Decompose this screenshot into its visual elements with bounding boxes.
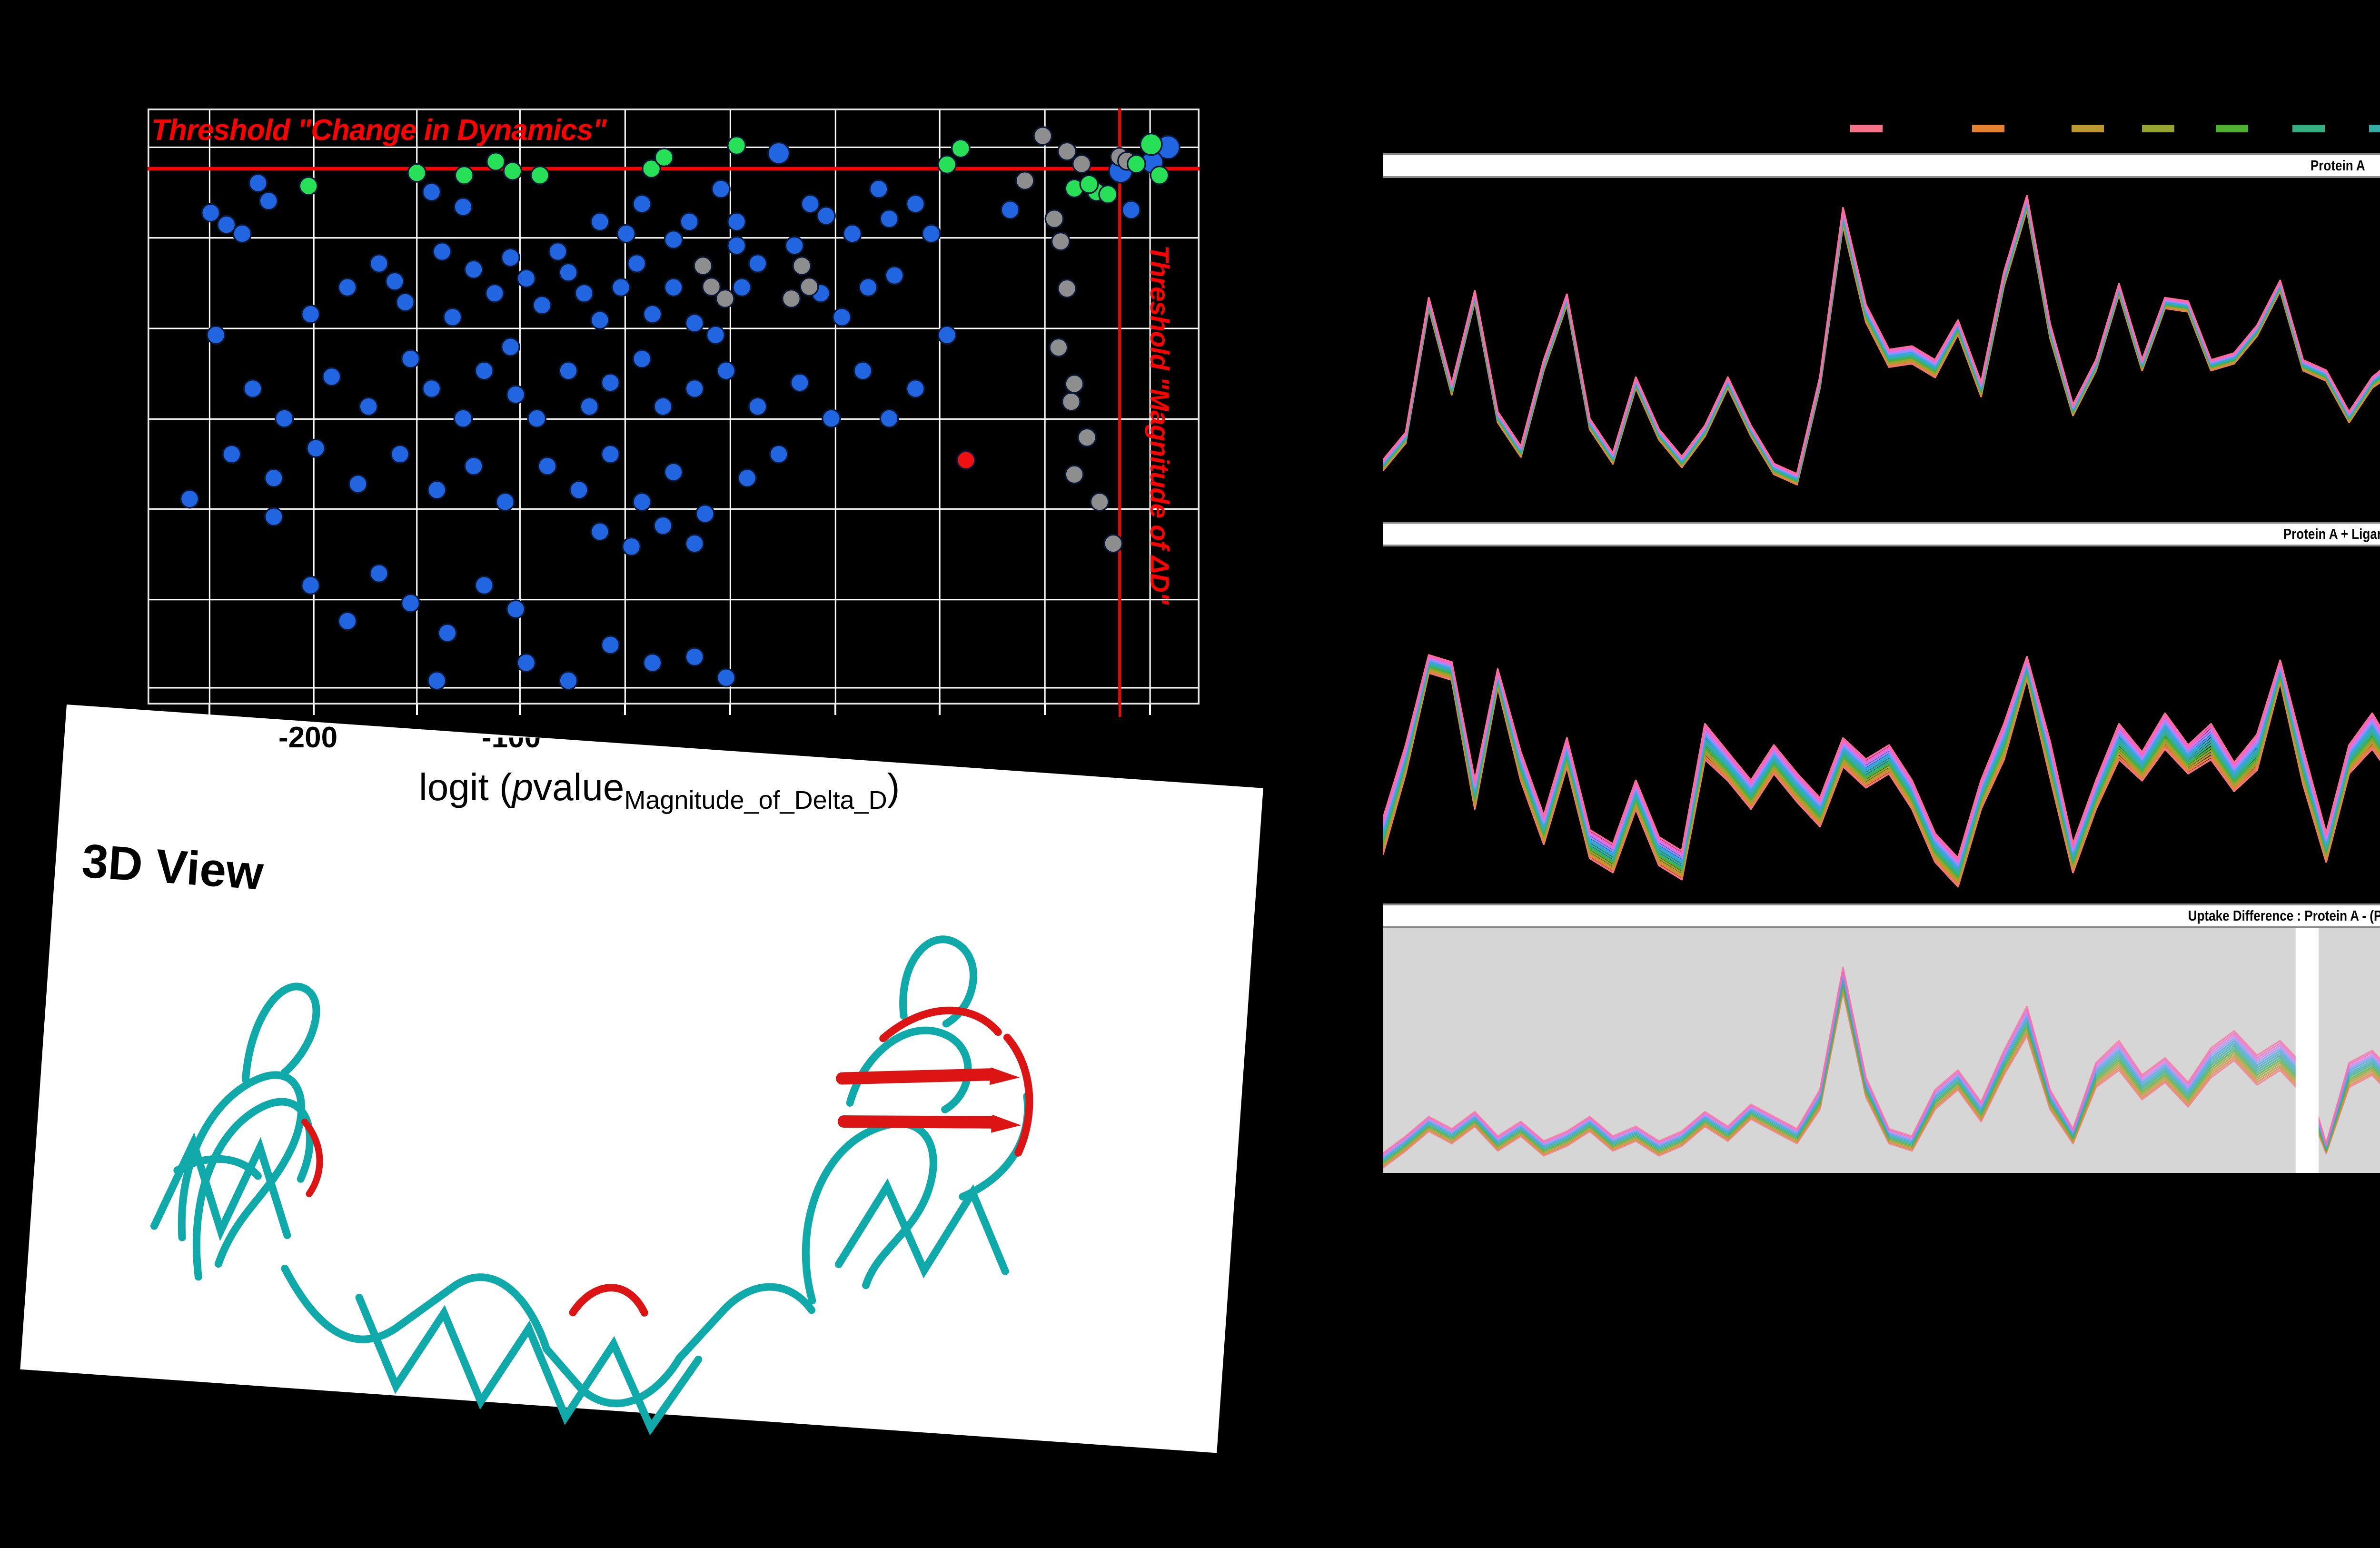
- legend-swatch: [2369, 125, 2380, 132]
- threshold-tick: [1119, 705, 1121, 717]
- x-tick-label-200: -200: [278, 721, 338, 754]
- legend-swatch: [1850, 125, 1883, 132]
- threshold-magnitude-label: Threshold "Magnitude of ΔD": [1145, 245, 1175, 605]
- volcano-scatter-svg: [148, 109, 1200, 705]
- panel-title-protein-a: Protein A: [1383, 153, 2380, 178]
- legend-swatch: [2216, 125, 2248, 132]
- view3d-panel: 3D View: [20, 705, 1263, 1453]
- legend-swatch: [2142, 125, 2174, 132]
- uptake-chart-protein-a-ligand: [1383, 547, 2380, 901]
- x-axis-label: logit (pvalueMagnitude_of_Delta_D): [419, 766, 900, 814]
- legend-swatch: [1972, 125, 2004, 132]
- legend-swatch: [2072, 125, 2104, 132]
- legend-swatch: [2292, 125, 2325, 132]
- panel-title-protein-a-ligand: Protein A + Ligand: [1383, 522, 2380, 546]
- threshold-dynamics-label: Threshold "Change in Dynamics": [151, 114, 607, 147]
- protein-ribbon: [150, 935, 1033, 1436]
- x-tick-label-100: -100: [482, 721, 541, 754]
- volcano-plot: [148, 109, 1200, 705]
- panel-title-uptake-difference: Uptake Difference : Protein A - (Protein…: [1383, 903, 2380, 928]
- uptake-difference-chart: [1383, 928, 2380, 1173]
- uptake-chart-protein-a: [1383, 175, 2380, 521]
